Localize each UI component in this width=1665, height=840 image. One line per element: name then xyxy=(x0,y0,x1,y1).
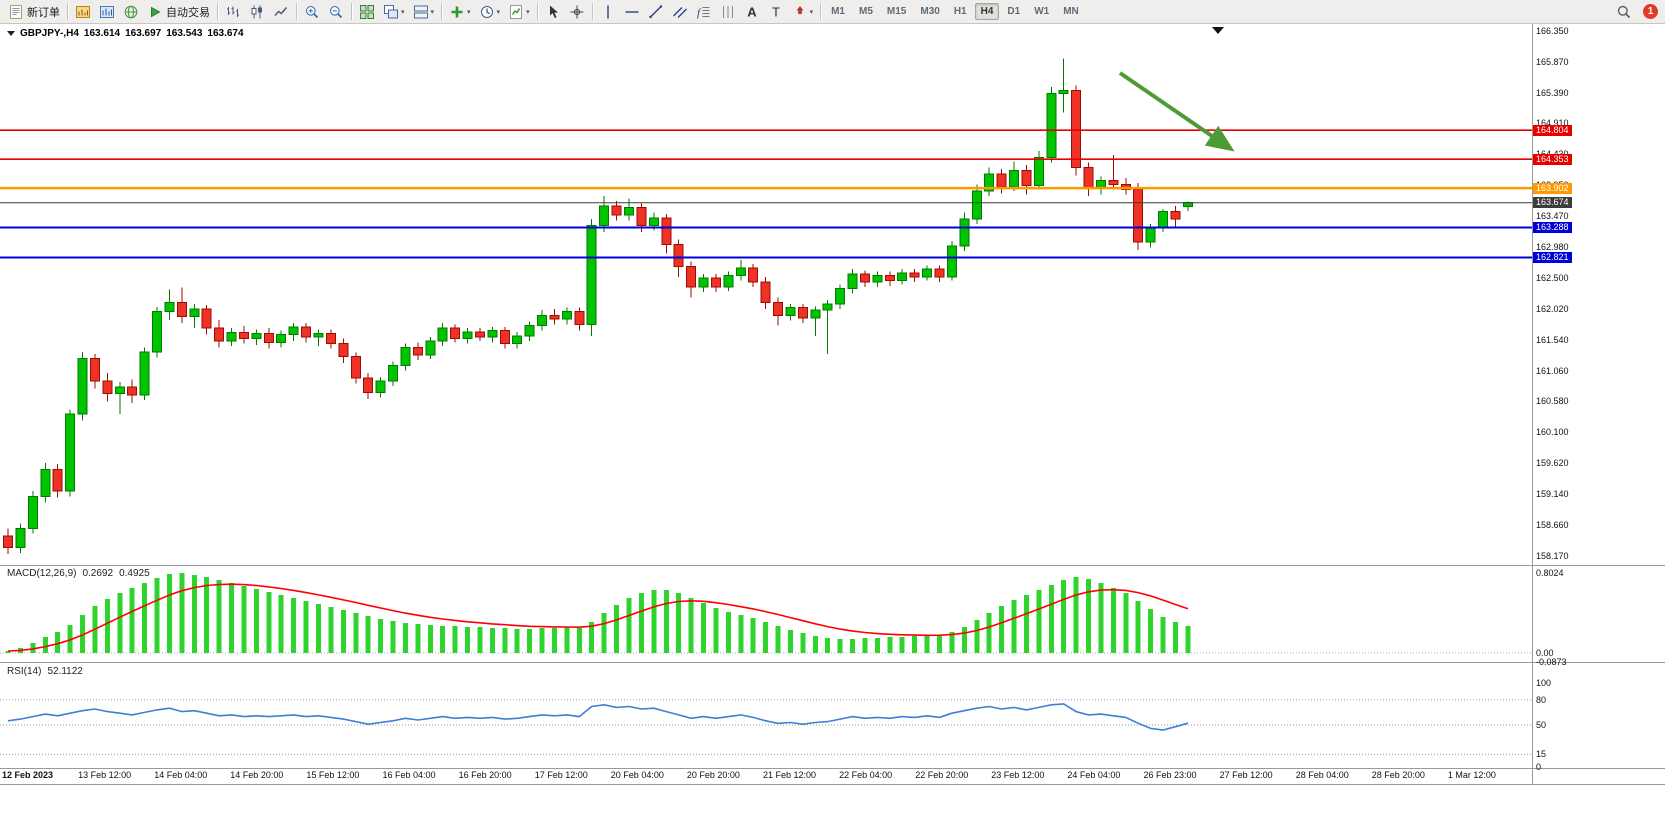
new-chart-button[interactable]: ▾ xyxy=(379,1,409,23)
label-button[interactable]: T xyxy=(764,1,788,23)
timeframe-h4-button[interactable]: H4 xyxy=(974,3,1000,20)
terminal-icon xyxy=(123,4,139,20)
zoom-in-button[interactable] xyxy=(300,1,324,23)
charts-button[interactable] xyxy=(71,1,95,23)
templates-icon xyxy=(508,4,524,20)
charts-icon xyxy=(75,4,91,20)
cursor-button[interactable] xyxy=(541,1,565,23)
cycles-icon xyxy=(720,4,736,20)
timeframe-m5-button[interactable]: M5 xyxy=(859,6,873,17)
horizontal-levels xyxy=(0,129,1532,259)
rsi-panel xyxy=(0,699,1532,755)
chevron-down-icon: ▾ xyxy=(401,8,405,16)
timeframe-mn-button[interactable]: MN xyxy=(1063,6,1079,17)
arrange-windows-icon xyxy=(413,4,429,20)
new-order-button-label: 新订单 xyxy=(27,6,60,19)
fibonacci-button[interactable]: f xyxy=(692,1,716,23)
toolbar-right: 1 xyxy=(1612,1,1661,23)
candles xyxy=(3,58,1193,555)
search-icon xyxy=(1616,4,1632,20)
candlestick-button[interactable] xyxy=(245,1,269,23)
crosshair-icon xyxy=(569,4,585,20)
cycles-button[interactable] xyxy=(716,1,740,23)
toolbar-buttons: 新订单 自动交易 ▾ ▾ ▾ ▾ ▾ f A T ▾ M1 M5 M15 M30 H1 H4 D1 W1 MN xyxy=(4,0,1086,24)
new-order-icon xyxy=(8,4,24,20)
toolbar-separator xyxy=(296,3,297,20)
timeframe-w1-button[interactable]: W1 xyxy=(1034,6,1050,17)
cursor-icon xyxy=(545,4,561,20)
terminal-button[interactable] xyxy=(119,1,143,23)
chevron-down-icon: ▾ xyxy=(496,8,501,16)
indicators-button[interactable]: ▾ xyxy=(445,1,475,23)
toolbar-separator xyxy=(820,3,822,20)
svg-text:T: T xyxy=(772,4,780,19)
label-icon: T xyxy=(768,4,784,20)
panel-separators xyxy=(0,24,1665,785)
zoom-out-button[interactable] xyxy=(324,1,348,23)
tile-windows-icon xyxy=(359,4,375,20)
channel-icon xyxy=(672,4,688,20)
timeframe-m30-button[interactable]: M30 xyxy=(920,6,940,17)
line-chart-icon xyxy=(273,4,289,20)
line-chart-button[interactable] xyxy=(269,1,293,23)
vertical-line-button[interactable] xyxy=(596,1,620,23)
periods-button[interactable]: ▾ xyxy=(475,1,505,23)
timeframe-m15-button[interactable]: M15 xyxy=(886,6,907,17)
toolbar-separator xyxy=(536,3,538,20)
vertical-line-icon xyxy=(600,4,616,20)
templates-button[interactable]: ▾ xyxy=(504,1,534,23)
cascade-windows-icon xyxy=(383,4,399,20)
profile-button[interactable] xyxy=(95,1,119,23)
toolbar-separator xyxy=(351,3,352,20)
svg-text:f: f xyxy=(697,7,702,19)
periods-icon xyxy=(479,4,495,20)
arrange-windows-button[interactable]: ▾ xyxy=(409,1,439,23)
macd-histogram xyxy=(0,573,1532,654)
arrows-icon xyxy=(792,4,808,20)
text-icon: A xyxy=(744,4,760,20)
horizontal-line-icon xyxy=(624,4,640,20)
macd-signal-line xyxy=(7,583,1189,652)
autotrading-icon xyxy=(147,4,163,20)
fibonacci-icon: f xyxy=(696,4,712,20)
toolbar-separator xyxy=(67,3,68,20)
toolbar-separator xyxy=(217,3,218,20)
indicators-icon xyxy=(449,4,465,20)
timeframe-h1-button[interactable]: H1 xyxy=(953,6,967,17)
notification-badge[interactable]: 1 xyxy=(1643,4,1658,19)
trend-arrow-annotation[interactable] xyxy=(1118,71,1235,152)
profile-icon xyxy=(99,4,115,20)
chevron-down-icon: ▾ xyxy=(430,8,435,16)
trendline-button[interactable] xyxy=(644,1,668,23)
toolbar-separator xyxy=(591,3,593,20)
timeframe-m1-button[interactable]: M1 xyxy=(831,6,845,17)
text-button[interactable]: A xyxy=(740,1,764,23)
bar-chart-icon xyxy=(225,4,241,20)
bar-chart-button[interactable] xyxy=(221,1,245,23)
channel-button[interactable] xyxy=(668,1,692,23)
horizontal-line-button[interactable] xyxy=(620,1,644,23)
crosshair-button[interactable] xyxy=(565,1,589,23)
shapes-button[interactable]: ▾ xyxy=(788,1,818,23)
search-button[interactable] xyxy=(1612,1,1636,23)
rsi-line xyxy=(7,703,1189,731)
zoom-in-icon xyxy=(304,4,320,20)
autotrading-button[interactable]: 自动交易 xyxy=(143,1,214,23)
tile-windows-button[interactable] xyxy=(355,1,379,23)
candlestick-icon xyxy=(249,4,265,20)
timeframe-d1-button[interactable]: D1 xyxy=(1007,6,1021,17)
chevron-down-icon: ▾ xyxy=(809,8,814,16)
zoom-out-icon xyxy=(328,4,344,20)
svg-text:A: A xyxy=(747,4,757,19)
trendline-icon xyxy=(648,4,664,20)
chevron-down-icon: ▾ xyxy=(467,8,471,16)
toolbar-separator xyxy=(441,3,443,20)
new-order-button[interactable]: 新订单 xyxy=(4,1,64,23)
toolbar: 新订单 自动交易 ▾ ▾ ▾ ▾ ▾ f A T ▾ M1 M5 M15 M30 H1 H4 D1 W1 MN 1 xyxy=(0,0,1665,24)
autotrading-button-label: 自动交易 xyxy=(166,6,210,19)
chevron-down-icon: ▾ xyxy=(526,8,530,16)
